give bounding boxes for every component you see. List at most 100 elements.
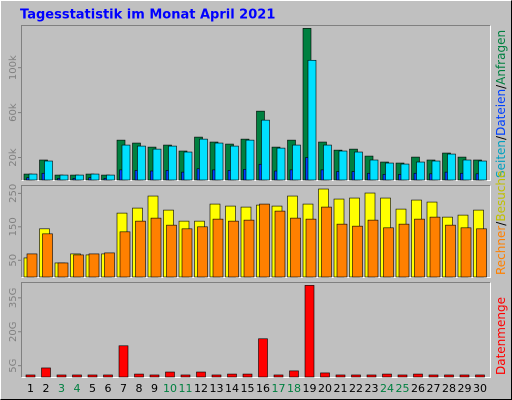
bar	[383, 227, 394, 278]
bar	[181, 228, 193, 278]
x-tick-label: 8	[136, 382, 143, 395]
y-tick-label: 5G	[8, 359, 19, 373]
legend: Datenmenge	[494, 297, 508, 375]
legend: Seiten/Dateien/Anfragen	[494, 30, 508, 178]
bar	[196, 371, 206, 378]
y-tick-label: 100k	[8, 55, 19, 80]
legend-separator: /	[494, 135, 508, 140]
bar	[445, 224, 456, 278]
bar	[135, 220, 146, 278]
plot-bevel	[21, 25, 491, 181]
bar	[431, 160, 441, 181]
bar	[307, 59, 317, 181]
bar	[354, 151, 363, 181]
bar	[41, 367, 51, 378]
bar	[400, 163, 410, 181]
bar	[462, 159, 472, 181]
bar	[259, 203, 270, 278]
bar	[447, 153, 456, 181]
x-tick-label: 1	[27, 382, 34, 395]
legend-entry: Seiten	[494, 140, 508, 178]
legend: Rechner/Besuche	[494, 171, 508, 275]
y-tick-label: 250	[8, 184, 19, 203]
x-tick-label: 3	[58, 382, 65, 395]
bar	[413, 373, 423, 378]
x-tick-label: 6	[105, 382, 112, 395]
bar	[243, 219, 255, 278]
legend-separator: /	[494, 84, 508, 89]
plot-bevel	[21, 282, 491, 378]
bar	[335, 374, 346, 378]
bar	[397, 374, 408, 378]
x-tick-label: 17	[272, 382, 286, 395]
bar	[165, 371, 175, 378]
legend-entry: Dateien	[494, 89, 508, 136]
plot-bevel	[21, 282, 491, 378]
x-tick-label: 27	[427, 382, 441, 395]
bar	[152, 148, 162, 181]
x-tick-label: 30	[473, 382, 487, 395]
x-tick-label: 29	[458, 382, 472, 395]
bar	[44, 160, 53, 181]
bar	[166, 224, 177, 278]
x-tick-label: 4	[74, 382, 81, 395]
y-tick-label: 35G	[8, 288, 19, 308]
bar	[304, 285, 315, 378]
x-tick-label: 18	[287, 382, 301, 395]
legend-entry: Anfragen	[494, 30, 508, 85]
bar	[90, 173, 100, 181]
bar	[273, 374, 284, 378]
bar	[150, 217, 162, 278]
bar	[119, 231, 131, 278]
bar	[476, 228, 487, 278]
bar	[416, 161, 425, 181]
x-tick-label: 2	[43, 382, 50, 395]
x-tick-label: 24	[380, 382, 394, 395]
y-tick-label: 60k	[8, 103, 19, 122]
legend-entry: Rechner	[494, 226, 508, 275]
bar	[305, 218, 317, 278]
bar	[289, 370, 299, 378]
legend-entry: Besuche	[494, 171, 508, 222]
bar	[274, 210, 286, 278]
bar	[414, 218, 425, 278]
plot-area	[21, 282, 490, 377]
x-tick-label: 15	[241, 382, 255, 395]
plot-bevel	[21, 185, 491, 278]
bar	[180, 374, 191, 378]
chart-title: Tagesstatistik im Monat April 2021	[20, 8, 275, 23]
x-tick-label: 5	[89, 382, 96, 395]
x-tick-label: 28	[442, 382, 456, 395]
y-tick-label: 50	[8, 254, 19, 267]
bar	[106, 174, 115, 181]
bar	[168, 145, 177, 181]
plot-area	[21, 25, 490, 180]
bar	[118, 345, 129, 378]
bar	[369, 159, 379, 181]
bar	[276, 147, 286, 181]
bar	[382, 373, 392, 378]
bar	[475, 374, 485, 378]
x-tick-label: 9	[151, 382, 158, 395]
bar	[121, 144, 131, 181]
x-tick-label: 14	[225, 382, 239, 395]
y-tick-label: 150	[8, 217, 19, 236]
bar	[104, 252, 115, 278]
bar	[336, 223, 348, 278]
bar	[211, 374, 222, 378]
bar	[88, 253, 100, 278]
bar	[103, 374, 113, 378]
plot-bevel	[21, 185, 491, 278]
bar	[460, 227, 472, 278]
bar	[245, 139, 255, 181]
bar	[290, 217, 301, 278]
bar	[227, 373, 237, 378]
bar	[183, 151, 193, 181]
x-tick-label: 19	[303, 382, 317, 395]
bar	[242, 373, 253, 378]
x-tick-label: 23	[365, 382, 379, 395]
bar	[42, 233, 53, 278]
bar	[367, 219, 379, 278]
